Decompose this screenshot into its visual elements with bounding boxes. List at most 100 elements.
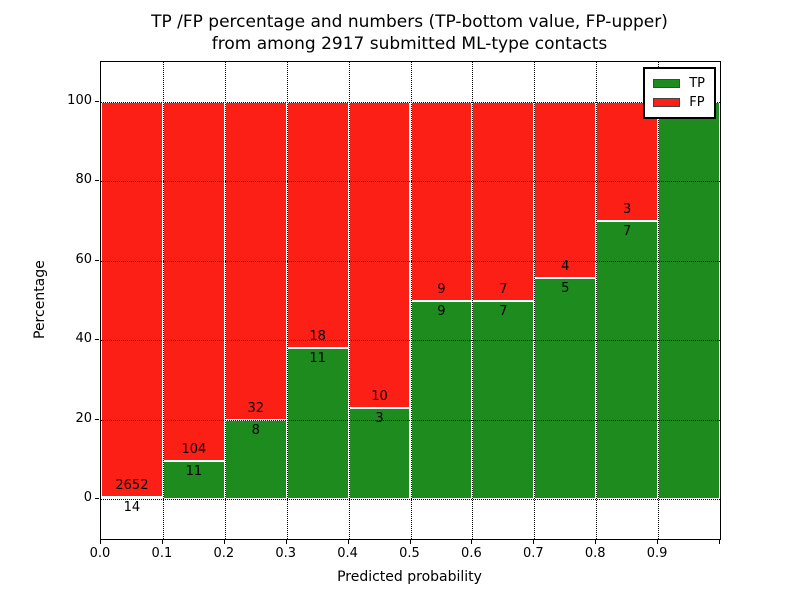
x-tick-mark <box>223 540 225 544</box>
legend-entry-fp: FP <box>653 93 705 112</box>
y-tick-label: 80 <box>75 172 92 188</box>
bar-tp-segment <box>410 300 473 500</box>
tp-count-label: 5 <box>561 281 570 297</box>
horizontal-gridline <box>101 181 720 183</box>
horizontal-gridline <box>101 260 720 262</box>
chart-title-line1: TP /FP percentage and numbers (TP-bottom… <box>151 12 668 32</box>
bar-fp-segment <box>348 101 411 408</box>
x-tick-mark <box>471 540 473 544</box>
bar-fp-segment <box>534 101 597 279</box>
bar-fp-segment <box>472 101 535 301</box>
x-tick-label: 0.1 <box>151 546 173 561</box>
bar-tp-segment <box>596 221 659 500</box>
legend-entry-tp: TP <box>653 74 705 93</box>
fp-count-label: 18 <box>309 329 326 345</box>
x-tick-label: 0.3 <box>275 546 297 561</box>
vertical-gridline <box>286 62 288 539</box>
x-tick-label: 0.2 <box>213 546 235 561</box>
y-tick-mark <box>95 100 99 102</box>
vertical-gridline <box>348 62 350 539</box>
tp-count-label: 3 <box>375 410 384 426</box>
legend-tp-label: TP <box>689 76 705 91</box>
y-tick-label: 20 <box>75 410 92 426</box>
vertical-gridline <box>162 62 164 539</box>
bar-fp-segment <box>596 101 659 221</box>
vertical-gridline <box>472 62 474 539</box>
x-tick-mark <box>347 540 349 544</box>
bar-fp-segment <box>410 101 473 301</box>
bar-tp-segment <box>101 497 163 500</box>
fp-count-label: 7 <box>499 281 508 297</box>
x-tick-label: 0.8 <box>584 546 606 561</box>
chart-title-line2: from among 2917 submitted ML-type contac… <box>211 34 608 54</box>
horizontal-gridline <box>101 101 720 103</box>
plot-area: 265214104113281811103997745375 TP FP <box>100 61 721 540</box>
y-tick-mark <box>95 418 99 420</box>
bar-fp-segment <box>286 101 349 349</box>
grid-layer <box>101 62 720 539</box>
x-tick-label: 0.4 <box>337 546 358 561</box>
y-tick-mark <box>95 498 99 500</box>
bar-labels-layer: 265214104113281811103997745375 <box>101 62 720 539</box>
x-tick-label: 0.6 <box>461 546 482 561</box>
legend-fp-swatch <box>653 98 681 107</box>
x-tick-mark <box>409 540 411 544</box>
bar-tp-segment <box>286 348 349 500</box>
tp-count-label: 8 <box>251 422 260 438</box>
tp-count-label: 11 <box>309 351 326 367</box>
y-axis-label: Percentage <box>32 260 48 339</box>
bar-tp-segment <box>472 300 535 500</box>
x-tick-mark <box>161 540 163 544</box>
vertical-gridline <box>224 62 226 539</box>
y-tick-label: 40 <box>75 331 92 347</box>
x-tick-label: 0.9 <box>646 546 668 561</box>
y-tick-mark <box>95 339 99 341</box>
bar-fp-segment <box>101 101 163 498</box>
fp-count-label: 10 <box>371 388 388 404</box>
tp-count-label: 9 <box>437 303 446 319</box>
tp-count-label: 11 <box>185 464 203 480</box>
chart-title: TP /FP percentage and numbers (TP-bottom… <box>100 11 719 55</box>
bar-fp-segment <box>162 101 225 462</box>
fp-count-label: 4 <box>561 259 570 275</box>
legend-tp-swatch <box>653 79 681 88</box>
tp-count-label: 7 <box>499 303 508 319</box>
tp-count-label: 7 <box>623 224 632 239</box>
x-tick-label: 0.5 <box>399 546 420 561</box>
y-tick-mark <box>95 259 99 261</box>
x-axis-label: Predicted probability <box>337 569 482 585</box>
bar-tp-segment <box>658 101 720 500</box>
fp-count-label: 32 <box>247 400 265 416</box>
y-tick-label: 60 <box>75 251 92 267</box>
legend-fp-label: FP <box>689 95 705 110</box>
legend: TP FP <box>643 67 716 119</box>
vertical-gridline <box>658 62 660 539</box>
x-tick-mark <box>719 540 720 544</box>
horizontal-gridline <box>101 499 720 501</box>
x-tick-mark <box>595 540 597 544</box>
y-tick-label: 0 <box>83 490 92 506</box>
horizontal-gridline <box>101 340 720 342</box>
tp-count-label: 14 <box>123 500 141 516</box>
y-tick-label: 100 <box>67 92 92 108</box>
fp-count-label: 3 <box>623 202 632 217</box>
bar-tp-segment <box>534 278 597 500</box>
x-tick-label: 0.7 <box>522 546 544 561</box>
x-tick-mark <box>100 540 101 544</box>
vertical-gridline <box>410 62 412 539</box>
bar-tp-segment <box>348 407 411 500</box>
x-tick-mark <box>657 540 659 544</box>
horizontal-gridline <box>101 419 720 421</box>
bar-tp-segment <box>224 419 287 500</box>
x-tick-label: 0.0 <box>89 546 111 561</box>
vertical-gridline <box>596 62 598 539</box>
y-tick-mark <box>95 180 99 182</box>
fp-count-label: 9 <box>437 281 446 297</box>
vertical-gridline <box>534 62 536 539</box>
fp-count-label: 2652 <box>115 478 149 494</box>
x-tick-mark <box>533 540 535 544</box>
x-tick-mark <box>285 540 287 544</box>
fp-count-label: 104 <box>181 442 207 458</box>
bars-layer <box>101 62 720 539</box>
